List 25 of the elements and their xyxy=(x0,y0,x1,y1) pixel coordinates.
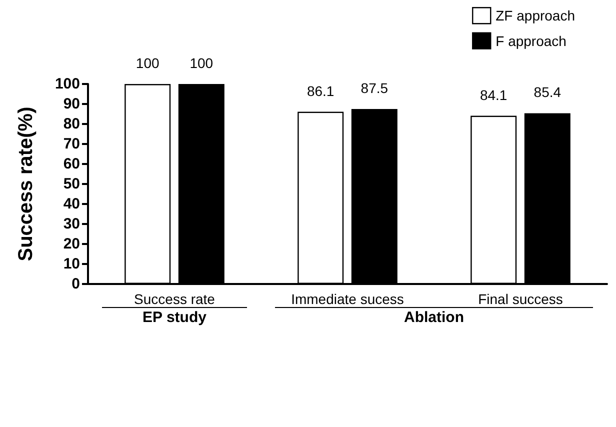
y-tick-label: 80 xyxy=(63,116,80,132)
y-axis-title: Success rate(%) xyxy=(15,106,37,262)
y-tick-label: 30 xyxy=(63,216,80,232)
data-label: 100 xyxy=(190,55,214,71)
x-tick-label: Success rate xyxy=(134,291,216,307)
y-tick-label: 100 xyxy=(54,76,80,92)
y-tick-label: 70 xyxy=(63,136,80,152)
legend-label: ZF approach xyxy=(496,8,576,24)
y-tick-label: 0 xyxy=(72,276,80,292)
data-label: 85.4 xyxy=(534,84,562,100)
text: EP study xyxy=(102,307,247,326)
x-tick-label: Final success xyxy=(478,291,563,307)
y-tick-label: 40 xyxy=(63,196,80,212)
data-label: 86.1 xyxy=(306,82,334,99)
data-label: 84.1 xyxy=(480,86,508,103)
y-tick-label: 20 xyxy=(63,236,80,252)
text: Ablation xyxy=(275,307,593,326)
x-tick-label: Immediate sucess xyxy=(291,291,404,307)
y-tick-label: 10 xyxy=(63,256,80,272)
y-tick-label: 60 xyxy=(63,156,80,172)
y-tick-label: 50 xyxy=(63,176,80,192)
y-tick-label: 90 xyxy=(63,96,80,112)
data-label: 100 xyxy=(136,55,160,71)
legend-label: F approach xyxy=(496,32,566,49)
data-label: 87.5 xyxy=(360,80,388,96)
